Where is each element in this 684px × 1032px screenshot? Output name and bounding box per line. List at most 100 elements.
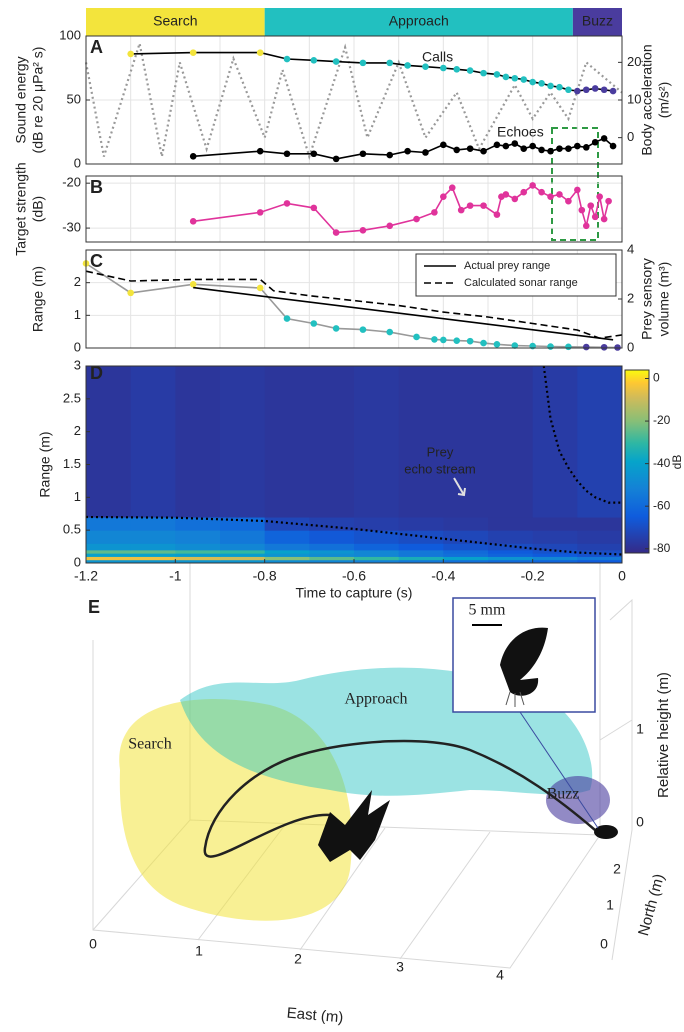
data-point bbox=[520, 188, 528, 196]
data-point bbox=[609, 87, 617, 95]
x-tick-label: -1 bbox=[169, 568, 182, 584]
y-axis-label: Target strength bbox=[13, 162, 29, 255]
data-point bbox=[520, 145, 528, 152]
y-axis-label: Range (m) bbox=[30, 266, 46, 332]
data-point bbox=[386, 59, 394, 67]
x-axis-label: East (m) bbox=[286, 1005, 344, 1027]
heat-cell bbox=[532, 517, 578, 531]
data-point bbox=[591, 213, 599, 221]
heat-cell bbox=[86, 549, 132, 554]
plot-frame bbox=[85, 365, 623, 564]
data-point bbox=[538, 80, 545, 87]
data-point bbox=[404, 62, 411, 69]
y2-tick-label: 0 bbox=[627, 129, 634, 144]
heat-cell bbox=[86, 556, 132, 561]
annotation: Prey bbox=[427, 444, 454, 459]
data-point bbox=[556, 145, 563, 152]
heat-cell bbox=[532, 366, 578, 518]
heat-cell bbox=[86, 553, 132, 557]
data-point bbox=[582, 222, 590, 230]
heat-cell bbox=[532, 530, 578, 544]
data-point bbox=[310, 320, 318, 327]
data-point bbox=[547, 193, 554, 200]
heat-cell bbox=[398, 366, 444, 518]
heat-cell bbox=[86, 559, 132, 564]
moth-silhouette bbox=[594, 825, 618, 839]
series-label: Calls bbox=[422, 49, 453, 65]
heat-cell bbox=[398, 549, 444, 554]
y2-axis-label: (m/s²) bbox=[656, 82, 672, 119]
data-point bbox=[256, 284, 264, 292]
heat-cell bbox=[488, 553, 534, 557]
heat-cell bbox=[577, 553, 623, 557]
heat-cell bbox=[220, 559, 266, 564]
heat-cell bbox=[309, 556, 355, 561]
heat-cell bbox=[354, 559, 400, 564]
colorbar-tick-label: -20 bbox=[653, 413, 671, 427]
heat-cell bbox=[443, 530, 489, 544]
x-tick-label: -0.8 bbox=[253, 568, 277, 584]
heat-cell bbox=[175, 530, 221, 544]
heat-cell bbox=[130, 553, 176, 557]
phase-bar bbox=[572, 8, 622, 36]
tick-label: 3 bbox=[396, 959, 404, 975]
heat-cell bbox=[577, 549, 623, 554]
heat-cell bbox=[220, 530, 266, 544]
heat-cell bbox=[532, 556, 578, 561]
y-tick-label: 0.5 bbox=[63, 522, 81, 537]
data-point bbox=[538, 188, 545, 196]
y-axis-label: Range (m) bbox=[37, 431, 53, 497]
box-edge bbox=[609, 598, 633, 961]
y-tick-label: 2 bbox=[74, 423, 81, 438]
tick-label: 2 bbox=[613, 861, 621, 877]
heat-cell bbox=[577, 556, 623, 561]
phase-label: Approach bbox=[344, 691, 407, 708]
annotation-arrow bbox=[453, 477, 466, 497]
heat-cell bbox=[354, 530, 400, 544]
data-point bbox=[605, 197, 612, 205]
heat-cell bbox=[86, 366, 132, 518]
data-point bbox=[413, 215, 420, 223]
heat-cell bbox=[220, 553, 266, 557]
data-point bbox=[493, 71, 501, 78]
data-point bbox=[578, 206, 586, 214]
heat-cell bbox=[264, 553, 310, 557]
data-point bbox=[480, 202, 487, 209]
tick-label: 0 bbox=[89, 936, 97, 952]
data-point bbox=[556, 191, 563, 198]
heat-cell bbox=[488, 556, 534, 561]
heat-cell bbox=[175, 517, 221, 531]
data-point bbox=[448, 184, 456, 191]
data-point bbox=[574, 87, 581, 95]
heat-cell bbox=[488, 517, 534, 531]
phase-label: Search bbox=[153, 13, 197, 29]
heat-cell bbox=[443, 517, 489, 531]
series-line bbox=[542, 365, 622, 504]
data-point bbox=[600, 86, 608, 94]
y-tick-label: 0 bbox=[74, 554, 81, 569]
x-tick-label: 0 bbox=[618, 568, 626, 584]
data-point bbox=[283, 315, 291, 322]
colorbar-tick-label: -60 bbox=[653, 498, 671, 512]
x-axis-label: Time to capture (s) bbox=[296, 585, 413, 601]
search-volume bbox=[119, 698, 352, 921]
data-point bbox=[127, 50, 134, 58]
data-point bbox=[480, 147, 487, 155]
data-point bbox=[538, 146, 545, 154]
scale-bar-label: 5 mm bbox=[469, 602, 506, 619]
data-point bbox=[493, 341, 501, 348]
data-point bbox=[600, 135, 608, 142]
tick-label: 0 bbox=[600, 936, 608, 952]
heat-cell bbox=[577, 517, 623, 531]
y-tick-label: 1 bbox=[74, 307, 81, 322]
data-point bbox=[189, 281, 197, 288]
colorbar-tick-label: -80 bbox=[653, 541, 671, 555]
heat-cell bbox=[130, 530, 176, 544]
heat-cell bbox=[354, 366, 400, 518]
flight-path bbox=[203, 739, 596, 858]
tick-label: 2 bbox=[294, 951, 302, 967]
data-point bbox=[422, 149, 429, 156]
data-point bbox=[359, 59, 367, 67]
heat-cell bbox=[264, 530, 310, 544]
